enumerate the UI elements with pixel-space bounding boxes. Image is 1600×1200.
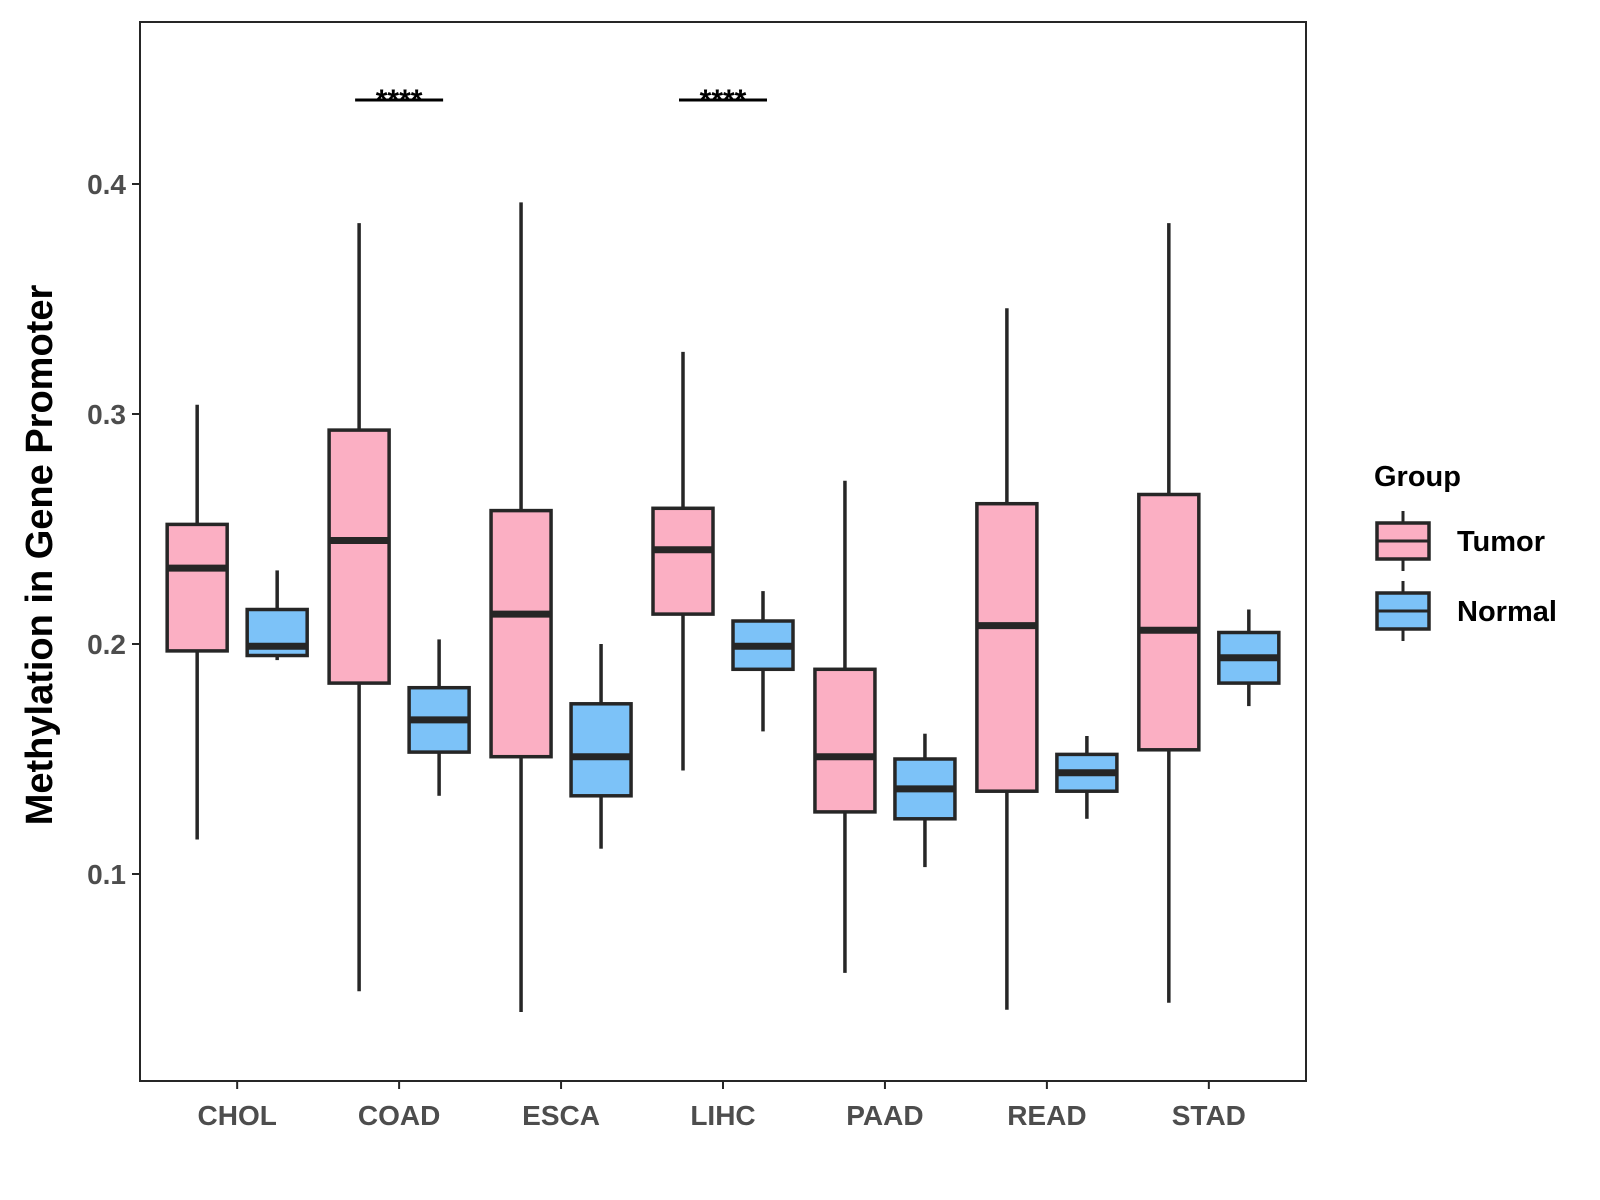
y-axis-title: Methylation in Gene Promoter xyxy=(19,285,61,826)
legend-title: Group xyxy=(1374,461,1461,493)
plot-area: **** **** xyxy=(165,84,1281,1012)
box-normal-paad xyxy=(893,733,957,868)
y-tick-label: 0.3 xyxy=(87,399,126,430)
legend-label: Tumor xyxy=(1457,526,1545,558)
iqr-box xyxy=(1137,492,1201,752)
box-tumor-paad xyxy=(813,480,877,973)
box-tumor-lihc xyxy=(651,351,715,771)
iqr-box xyxy=(165,522,229,653)
x-tick-label: COAD xyxy=(358,1100,440,1131)
box-normal-read xyxy=(1055,736,1119,819)
iqr-box xyxy=(489,508,553,759)
x-tick-label: ESCA xyxy=(522,1100,600,1131)
y-tick-label: 0.1 xyxy=(87,859,126,890)
iqr-box xyxy=(569,702,633,798)
y-tick-label: 0.2 xyxy=(87,629,126,660)
x-tick-label: READ xyxy=(1007,1100,1086,1131)
y-tick-label: 0.4 xyxy=(87,169,126,200)
x-tick-label: PAAD xyxy=(846,1100,923,1131)
box-tumor-read xyxy=(975,308,1039,1010)
legend-item-normal: Normal xyxy=(1375,581,1557,641)
legend-item-tumor: Tumor xyxy=(1375,511,1545,571)
box-normal-stad xyxy=(1217,609,1281,707)
box-tumor-chol xyxy=(165,404,229,840)
significance-label: **** xyxy=(700,84,747,117)
x-tick-label: CHOL xyxy=(198,1100,277,1131)
iqr-box xyxy=(975,501,1039,793)
box-normal-chol xyxy=(245,570,309,661)
box-normal-coad xyxy=(407,639,471,796)
legend: Group Tumor Normal xyxy=(1374,461,1557,641)
box-tumor-stad xyxy=(1137,223,1201,1003)
box-normal-esca xyxy=(569,644,633,849)
significance-label: **** xyxy=(376,84,423,117)
iqr-box xyxy=(327,428,391,685)
x-tick-label: LIHC xyxy=(690,1100,755,1131)
legend-label: Normal xyxy=(1457,596,1557,628)
box-tumor-coad xyxy=(327,223,391,992)
x-tick-label: STAD xyxy=(1172,1100,1246,1131)
box-normal-lihc xyxy=(731,591,795,732)
axes: 0.1 0.2 0.3 0.4 CHOL COAD ESCA LIHC PAAD READ STAD xyxy=(87,21,1307,1131)
iqr-box xyxy=(813,667,877,814)
box-tumor-esca xyxy=(489,202,553,1012)
iqr-box xyxy=(651,506,715,616)
